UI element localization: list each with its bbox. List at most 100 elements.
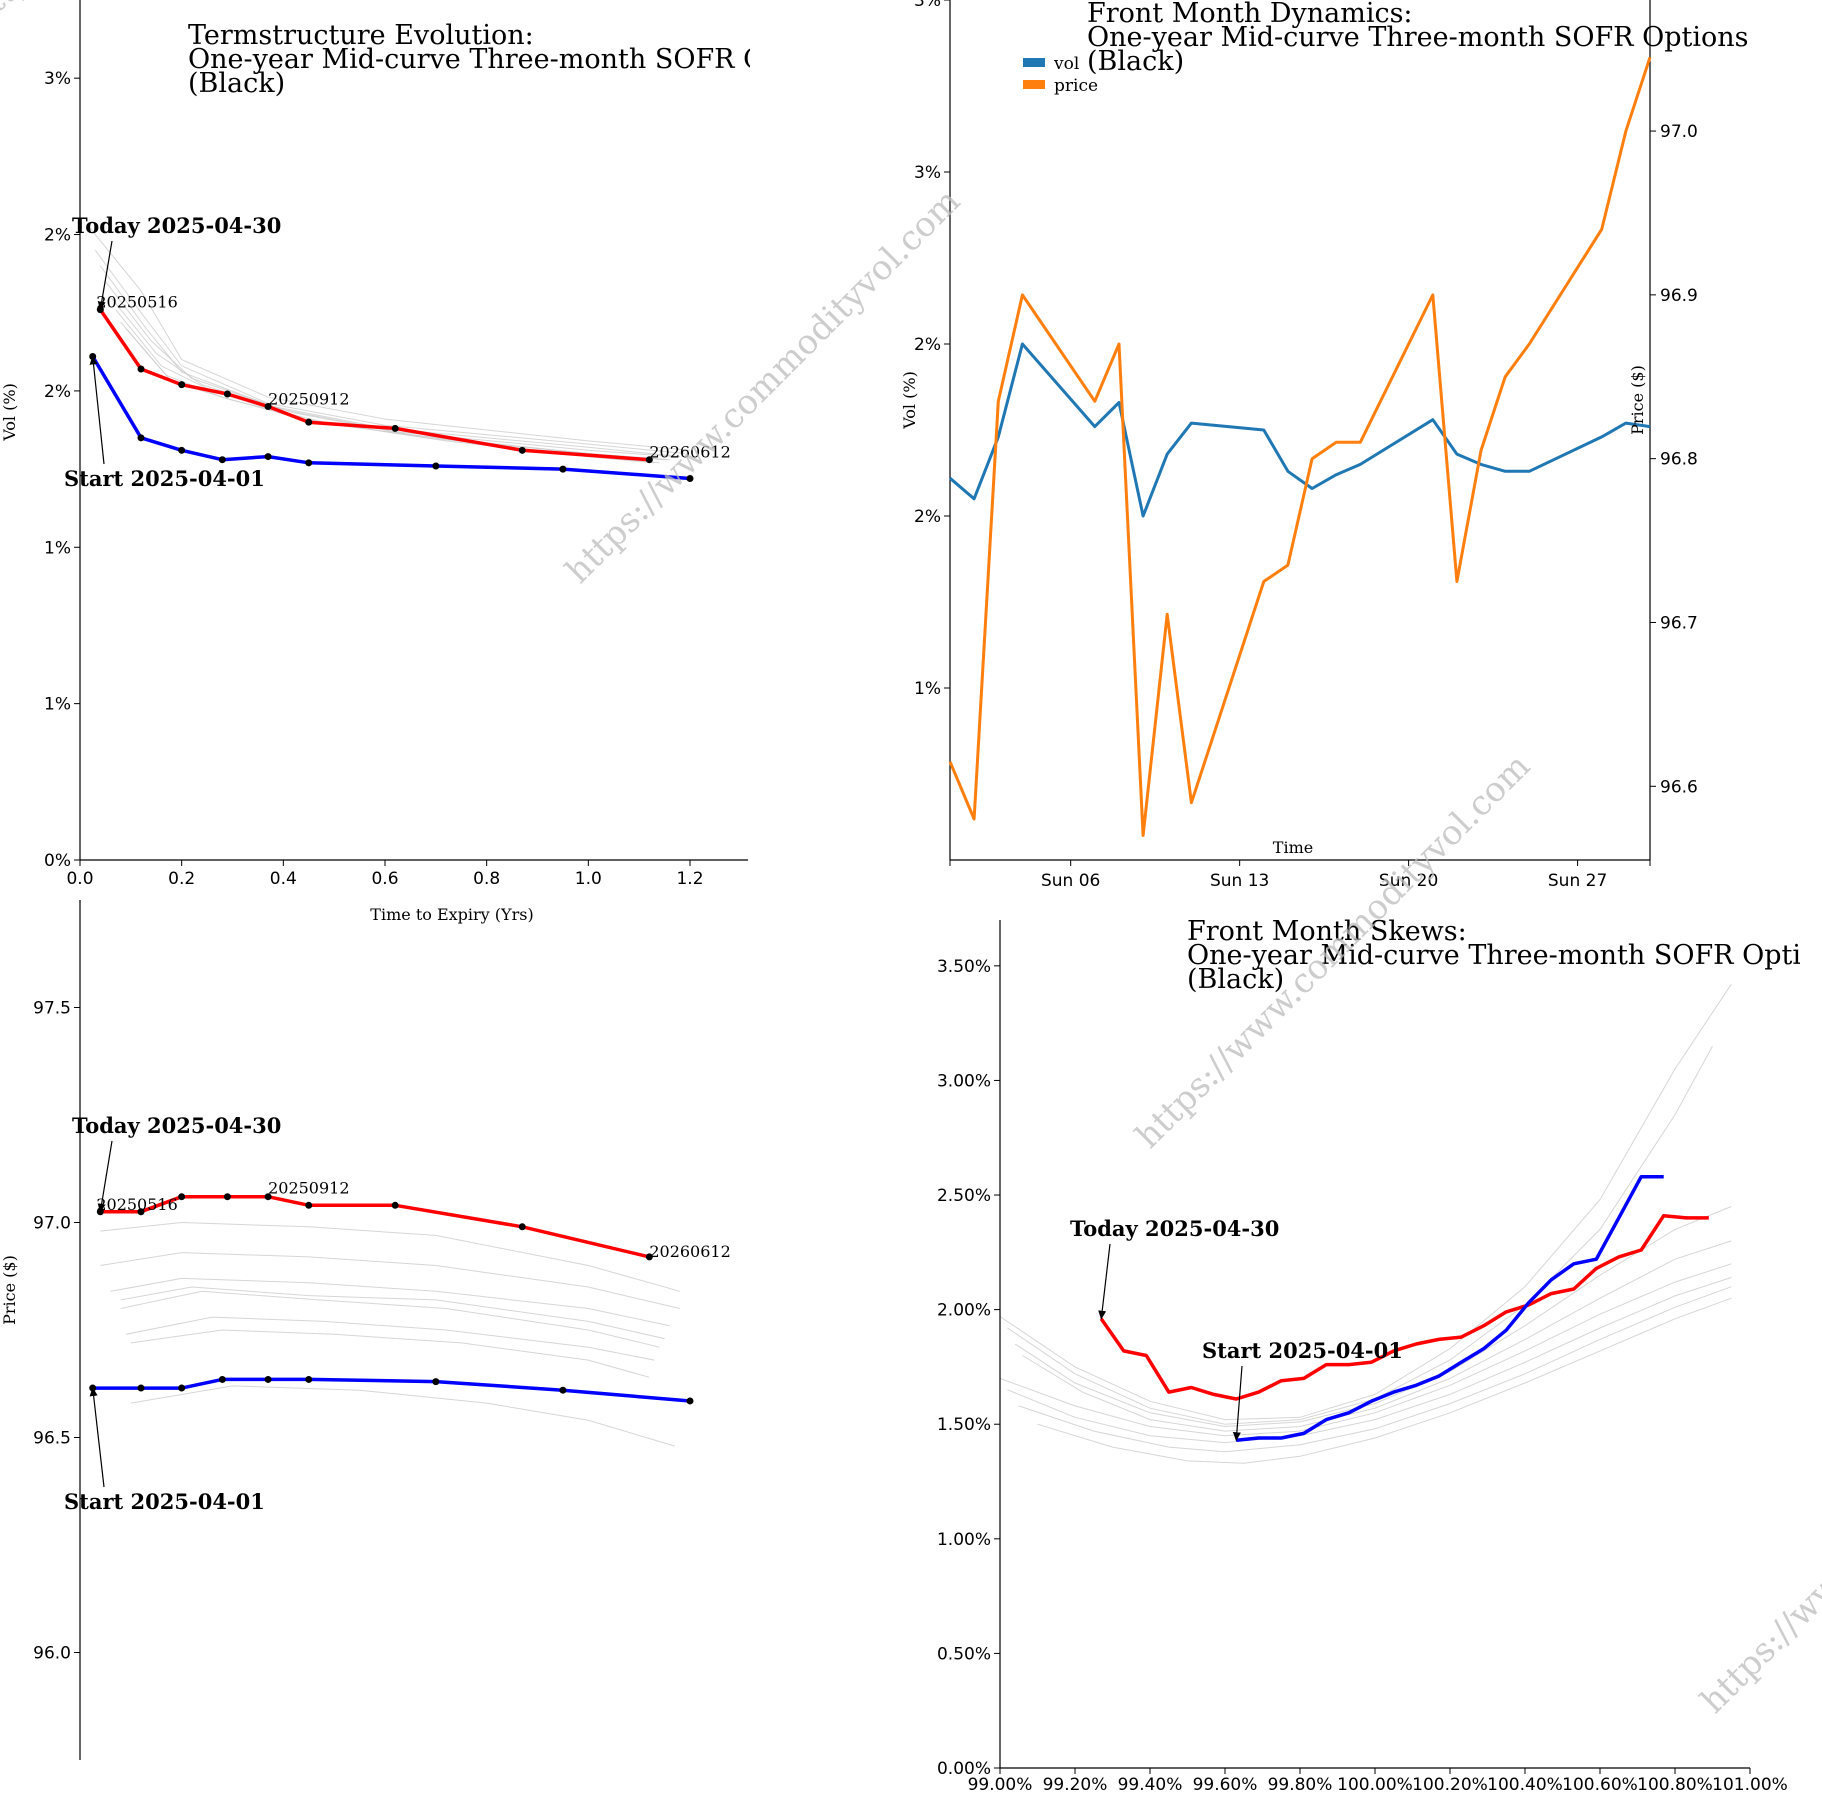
termstructure-vol-x-tick-label: 0.8 [473,869,500,889]
termstructure-price-y-tick-label: 96.5 [33,1429,71,1449]
dynamics-series [948,56,1652,837]
legend-price-swatch [1023,80,1045,89]
termstructure-price-today-point [645,1253,653,1261]
termstructure-price-today-point [137,1208,145,1216]
termstructure-vol-today-point [518,446,526,454]
skews-today-annotation-arrow [1098,1243,1111,1320]
termstructure-vol-history-curve [105,281,675,458]
termstructure-price-axes: 96.0 96.5 97.0 97.5 [33,900,81,1760]
termstructure-price-today-line [100,1194,650,1259]
skews-history-curve [1014,1206,1732,1428]
termstructure-vol-start-point [178,446,186,454]
front-month-skews-panel: 0.00% 0.50% 1.00% 1.50% 2.00% 2.50% 3.00% 3.50%… [937,916,1822,1795]
dynamics-vol-y-tick-label: 3% [914,163,941,183]
dynamics-series-vol [949,342,1651,518]
termstructure-vol-history-curve [94,249,685,454]
termstructure-price-start-point [559,1386,567,1394]
termstructure-price-start-point [305,1375,313,1383]
termstructure-vol-x-tick-label: 0.0 [66,869,93,889]
skews-start-line [1236,1174,1664,1443]
termstructure-vol-today-annotation-arrow [97,240,113,311]
skews-title-line2: One-year Mid-curve Three-month SOFR Opti… [1187,940,1822,971]
skews-history-curve [999,983,1732,1421]
skews-x-tick-label: 100.00% [1337,1775,1413,1795]
skews-history-curve [1007,1277,1732,1444]
termstructure-price-start-point [137,1384,145,1392]
skews-x-tick-label: 99.60% [1193,1775,1258,1795]
skews-axes: 0.00% 0.50% 1.00% 1.50% 2.00% 2.50% 3.00% 3.50%… [937,920,1788,1795]
termstructure-vol-x-tick-label: 1.0 [575,869,602,889]
skews-y-tick-label: 2.50% [937,1186,991,1206]
skews-x-tick-label: 101.00% [1712,1775,1788,1795]
termstructure-price-start-point [686,1397,694,1405]
termstructure-price-history-curve [125,1316,655,1361]
dynamics-price-y2-tick-label: 96.9 [1660,286,1698,306]
termstructure-ylabel: Vol (%) [0,383,19,442]
skews-x-tick-label: 99.20% [1043,1775,1108,1795]
skews-history-curve [1022,1240,1732,1432]
termstructure-price-history-curve [100,1252,680,1309]
dynamics-xlabel: Time [1273,838,1313,857]
dynamics-price-y2-tick-label: 97.0 [1660,122,1698,142]
termstructure-vol-y-tick-label: 2% [44,226,71,246]
dynamics-x-tick-label: Sun 13 [1210,871,1269,891]
dynamics-ylabel: Vol (%) [900,371,919,430]
termstructure-price-y-tick-label: 97.0 [33,1214,71,1234]
termstructure-price-today-point [264,1193,272,1201]
dynamics-vol-y-tick-label: 2% [914,507,941,527]
termstructure-vol-start-point [305,459,313,467]
termstructure-price-gray-curves [100,1221,680,1447]
skews-y-tick-label: 1.00% [937,1530,991,1550]
termstructure-price-ylabel: Price ($) [0,1255,19,1325]
termstructure-vol-history-curve [115,309,665,461]
termstructure-vol-expiry-label: 20250516 [96,293,177,312]
termstructure-vol-x-tick-label: 0.6 [371,869,398,889]
skews-x-tick-label: 100.20% [1412,1775,1488,1795]
skews-start-annotation-text: Start 2025-04-01 [1202,1338,1403,1363]
termstructure-vol-history-curve [89,227,691,451]
termstructure-price-history-curve [110,1277,670,1327]
termstructure-vol-expiry-label: 20260612 [649,443,730,462]
termstructure-xlabel: Time to Expiry (Yrs) [370,905,533,924]
termstructure-vol-start-point [218,456,226,464]
dynamics-title-line3: (Black) [1087,46,1184,77]
skews-y-tick-label: 3.50% [937,957,991,977]
skews-x-tick-label: 99.00% [968,1775,1033,1795]
termstructure-price-expiry-label: 20250912 [268,1179,349,1198]
skews-x-tick-label: 99.40% [1118,1775,1183,1795]
termstructure-price-expiry-label: 20260612 [649,1242,730,1261]
skews-y-tick-label: 3.00% [937,1071,991,1091]
termstructure-vol-start-line [91,355,691,481]
termstructure-vol-start-point [264,453,272,461]
termstructure-vol-y-tick-label: 3% [44,69,71,89]
termstructure-vol-today-point [178,381,186,389]
termstructure-price-start-point [178,1384,186,1392]
dynamics-title-line1: Front Month Dynamics: [1087,0,1413,29]
dynamics-vol-y-tick-label: 1% [914,679,941,699]
termstructure-price-panel: 96.0 96.5 97.0 97.5 Today 2025-04-30 Start 2… [0,900,731,1760]
skews-y-tick-label: 0.00% [937,1759,991,1779]
termstructure-vol-start-annotation-text: Start 2025-04-01 [64,466,265,491]
skews-history-curve [1018,1286,1732,1453]
watermarks: https://www.commodityvol.com https://www… [0,0,1822,1721]
termstructure-vol-y-tick-label: 2% [44,382,71,402]
termstructure-price-history-curve [100,1221,680,1292]
skews-title-line1: Front Month Skews: [1187,916,1467,947]
skews-y-tick-label: 1.50% [937,1415,991,1435]
dynamics-price-y2-tick-label: 96.6 [1660,777,1698,797]
dynamics-series-price [948,56,1652,837]
skews-annotations: Today 2025-04-30 Start 2025-04-01 [1070,1216,1403,1442]
termstructure-price-today-point [518,1223,526,1231]
termstructure-vol-start-point [137,434,145,442]
termstructure-vol-today-point [305,418,313,426]
termstructure-price-history-curve [130,1329,650,1378]
dynamics-x-tick-label: Sun 06 [1041,871,1100,891]
termstructure-price-today-point [305,1201,313,1209]
termstructure-price-history-curve [120,1290,660,1348]
termstructure-price-today-point [223,1193,231,1201]
termstructure-vol-series [89,306,694,482]
termstructure-price-y-tick-label: 97.5 [33,999,71,1019]
termstructure-price-y-tick-label: 96.0 [33,1644,71,1664]
dynamics-title-line2: One-year Mid-curve Three-month SOFR Opti… [1087,22,1749,53]
